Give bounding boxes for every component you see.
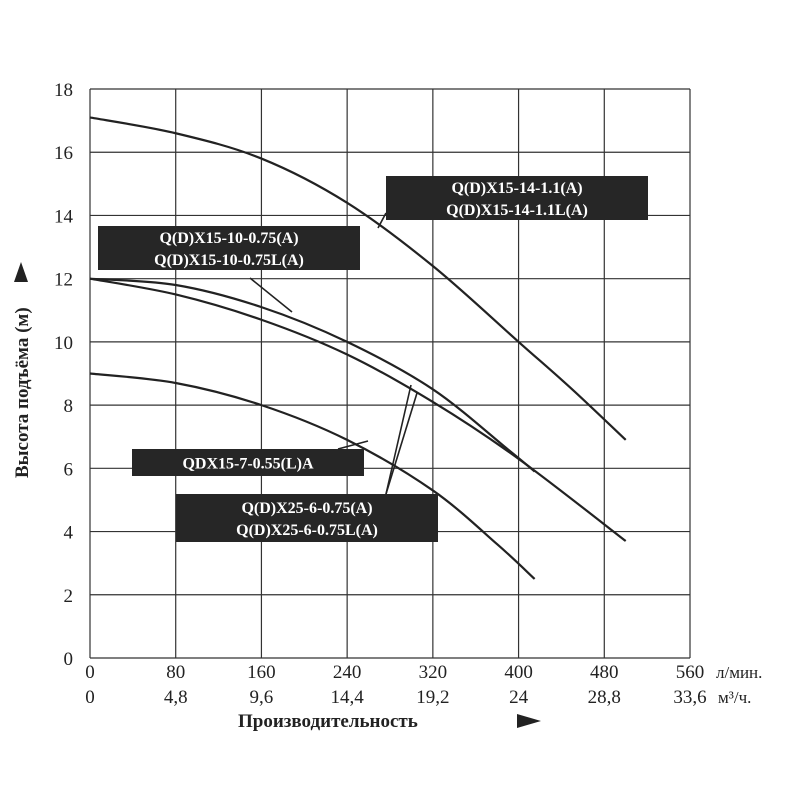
x-axis-title: Производительность [238,711,418,732]
series-line [89,277,536,473]
y-tick-label: 14 [54,206,74,227]
y-axis-title: Высота подъёма (м) [12,307,33,478]
label-leaders [249,212,418,495]
series-line [89,116,627,441]
x-tick-label: 160 [247,662,276,683]
x2-tick-label: 4,8 [164,687,188,708]
grid [89,88,691,659]
x2-tick-label: 19,2 [416,687,449,708]
curves [89,116,627,580]
x-unit-label: л/мин. [716,663,762,682]
x2-tick-label: 14,4 [331,687,365,708]
y-tick-label: 16 [54,143,73,164]
x2-tick-label: 24 [509,687,529,708]
label-leader-line [337,440,369,450]
x2-tick-label: 9,6 [250,687,274,708]
y-tick-label: 4 [64,523,74,544]
y-axis-arrow-icon [14,262,28,282]
y-tick-label: 12 [54,270,73,291]
x-tick-label: 240 [333,662,362,683]
curve-label-box [98,226,360,270]
series-line [89,372,536,580]
x2-unit-label: м³/ч. [718,688,751,707]
x2-tick-label: 28,8 [588,687,621,708]
curve-label-text: Q(D)X15-14-1.1(A) [451,180,582,197]
label-leader-line [377,212,387,229]
y-tick-label: 10 [54,333,73,354]
x-tick-label: 80 [166,662,185,683]
x-axis-arrow-icon [517,714,541,728]
curve-label-text: Q(D)X25-6-0.75(A) [241,500,372,517]
curve-label-text: Q(D)X25-6-0.75L(A) [236,522,378,539]
x-tick-label: 480 [590,662,619,683]
y-tick-label: 18 [54,80,73,101]
curve-label-box [386,176,648,220]
curve-label-text: Q(D)X15-10-0.75L(A) [154,252,304,269]
y-tick-label: 0 [64,649,74,670]
curve-label-text: Q(D)X15-14-1.1L(A) [446,202,588,219]
curve-label-box [176,494,438,542]
x2-tick-label: 33,6 [673,687,706,708]
label-leader-line [385,392,418,495]
x2-tick-label: 0 [85,687,95,708]
x-tick-label: 560 [676,662,705,683]
label-leader-line [249,277,293,313]
curve-label-text: QDX15-7-0.55(L)A [182,456,314,473]
curve-labels: Q(D)X15-14-1.1(A) Q(D)X15-14-1.1L(A) Q(D)X… [98,176,648,542]
y-tick-label: 6 [64,459,74,480]
curve-label-text: Q(D)X15-10-0.75(A) [159,230,298,247]
x-tick-label: 400 [504,662,533,683]
series-line [89,277,627,542]
y-tick-label: 8 [64,396,74,417]
label-leader-line [385,384,412,495]
x-tick-label: 320 [419,662,448,683]
x-tick-label: 0 [85,662,95,683]
y-tick-label: 2 [64,586,74,607]
curve-label-box [132,449,364,476]
